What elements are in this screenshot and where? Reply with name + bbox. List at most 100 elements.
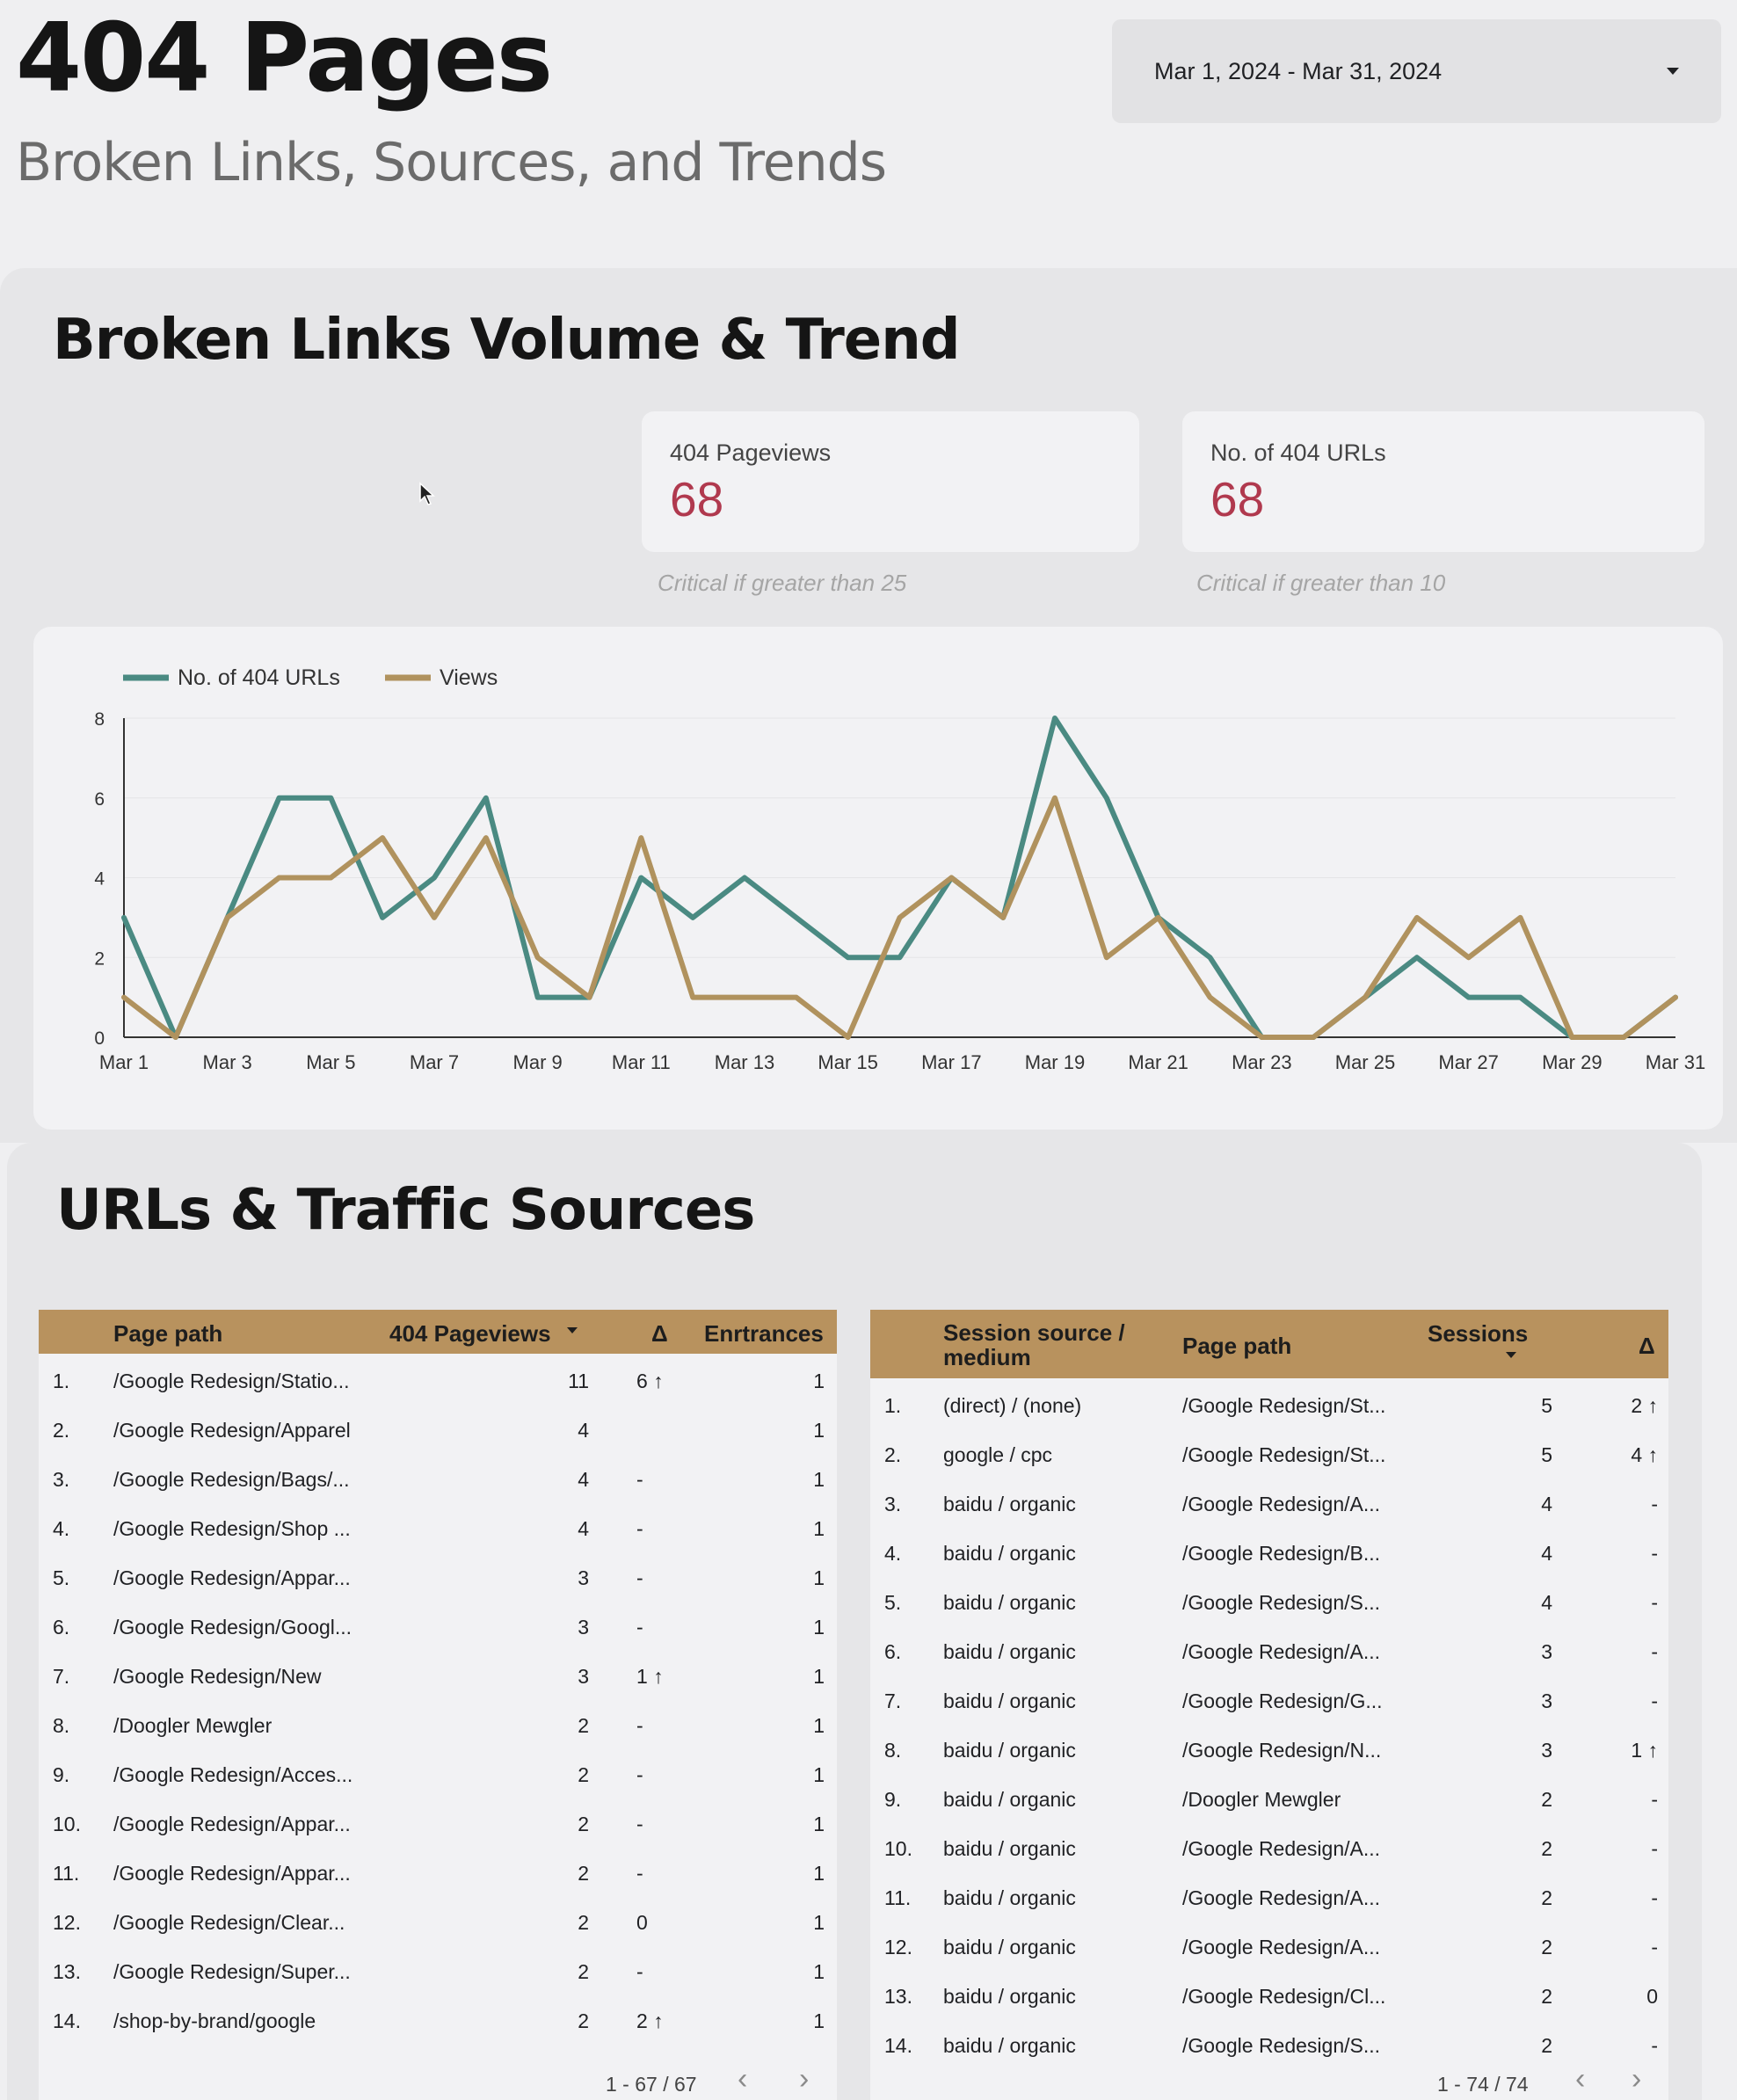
cell-entrances: 1: [813, 1813, 825, 1835]
cell-delta: -: [1651, 1591, 1658, 1614]
table-row[interactable]: 2. google / cpc/Google Redesign/St... 5 4 ↑: [870, 1428, 1668, 1477]
table-row[interactable]: 12. baidu / organic/Google Redesign/A... 2…: [870, 1920, 1668, 1969]
row-index: 10.: [884, 1837, 912, 1860]
cell-pageviews: 3: [578, 1616, 589, 1639]
table-row[interactable]: 10. /Google Redesign/Appar... 2 - 1: [39, 1797, 837, 1846]
table-row[interactable]: 11. baidu / organic/Google Redesign/A... 2…: [870, 1871, 1668, 1920]
cell-pageviews: 11: [568, 1370, 589, 1392]
legend-label: Views: [440, 665, 498, 690]
table-pagination: 1 - 74 / 74: [1437, 2073, 1529, 2096]
cell-sessions: 2: [1541, 1886, 1552, 1909]
cell-delta: 2 ↑: [1631, 1394, 1658, 1417]
cell-sessions: 3: [1541, 1739, 1552, 1762]
col-entrances[interactable]: Enrtrances: [704, 1320, 824, 1347]
date-range-picker[interactable]: Mar 1, 2024 - Mar 31, 2024: [1112, 19, 1721, 123]
table-row[interactable]: 8. /Doogler Mewgler 2 - 1: [39, 1698, 837, 1748]
row-index: 2.: [53, 1419, 70, 1442]
cell-delta: -: [1651, 1640, 1658, 1663]
legend-label: No. of 404 URLs: [178, 665, 340, 690]
cell-source-medium: baidu / organic: [943, 1985, 1076, 2008]
table-row[interactable]: 8. baidu / organic/Google Redesign/N... 3 1…: [870, 1723, 1668, 1772]
cell-page-path: /Google Redesign/G...: [1182, 1689, 1383, 1712]
line-chart: 0 2 4 6 8 Mar 1 Mar 3 Mar 5 Mar 7 Mar 9 Mar 11 Mar …: [94, 665, 1705, 1073]
col-delta[interactable]: Δ: [1639, 1333, 1655, 1359]
row-index: 7.: [884, 1689, 902, 1712]
col-session-source[interactable]: Session source / medium: [943, 1319, 1125, 1370]
table-row[interactable]: 12. /Google Redesign/Clear... 2 0 1: [39, 1895, 837, 1944]
date-range-label: Mar 1, 2024 - Mar 31, 2024: [1154, 57, 1443, 84]
row-index: 4.: [884, 1542, 902, 1565]
cell-delta: -: [636, 1813, 643, 1835]
col-page-path[interactable]: Page path: [1182, 1333, 1292, 1359]
table-row[interactable]: 3. /Google Redesign/Bags/... 4 - 1: [39, 1452, 837, 1501]
table-row[interactable]: 1. /Google Redesign/Statio... 11 6 ↑ 1: [39, 1354, 837, 1403]
kpi-note: Critical if greater than 10: [1196, 570, 1446, 596]
table-row[interactable]: 9. baidu / organic/Doogler Mewgler 2 -: [870, 1772, 1668, 1821]
table-row[interactable]: 4. baidu / organic/Google Redesign/B... 4 -: [870, 1526, 1668, 1575]
cell-page-path: /Google Redesign/Appar...: [113, 1862, 351, 1885]
cell-delta: 1 ↑: [1631, 1739, 1658, 1762]
col-delta[interactable]: Δ: [651, 1320, 668, 1347]
table-row[interactable]: 5. /Google Redesign/Appar... 3 - 1: [39, 1551, 837, 1600]
caret-down-icon: [1667, 68, 1679, 75]
cell-delta: -: [1651, 1936, 1658, 1958]
cell-source-medium: baidu / organic: [943, 1640, 1076, 1663]
x-tick-label: Mar 7: [410, 1051, 459, 1073]
cell-source-medium: baidu / organic: [943, 1591, 1076, 1614]
cell-delta: -: [636, 1763, 643, 1786]
prev-page-button[interactable]: ‹: [1575, 2062, 1586, 2096]
cell-delta: -: [636, 1616, 643, 1639]
cell-page-path: /Google Redesign/B...: [1182, 1542, 1381, 1565]
row-index: 13.: [884, 1985, 912, 2008]
cell-pageviews: 4: [578, 1419, 589, 1442]
table-row[interactable]: 1. (direct) / (none) /Google Redesign/St..…: [870, 1378, 1668, 1428]
col-404-pageviews[interactable]: 404 Pageviews: [389, 1320, 551, 1347]
col-page-path[interactable]: Page path: [113, 1320, 223, 1347]
cell-page-path: /Google Redesign/Bags/...: [113, 1468, 350, 1491]
cell-sessions: 2: [1541, 2034, 1552, 2057]
cell-pageviews: 3: [578, 1665, 589, 1688]
next-page-button[interactable]: ›: [799, 2062, 810, 2096]
cell-page-path: /shop-by-brand/google: [113, 2009, 316, 2032]
cell-source-medium: baidu / organic: [943, 1936, 1076, 1958]
kpi-note: Critical if greater than 25: [658, 570, 907, 596]
next-page-button[interactable]: ›: [1632, 2062, 1642, 2096]
cell-entrances: 1: [813, 1566, 825, 1589]
table-row[interactable]: 4. /Google Redesign/Shop ... 4 - 1: [39, 1501, 837, 1551]
prev-page-button[interactable]: ‹: [738, 2062, 748, 2096]
y-tick-label: 8: [94, 709, 105, 730]
table-404-pages: Page path 404 Pageviews Δ Enrtrances 1. /…: [39, 1310, 837, 2100]
x-tick-label: Mar 27: [1438, 1051, 1498, 1073]
cell-sessions: 2: [1541, 1837, 1552, 1860]
cell-page-path: /Google Redesign/Appar...: [113, 1566, 351, 1589]
table-pagination: 1 - 67 / 67: [606, 2073, 697, 2096]
cell-sessions: 2: [1541, 1985, 1552, 2008]
cell-delta: 4 ↑: [1631, 1443, 1658, 1466]
table-row[interactable]: 6. baidu / organic/Google Redesign/A... 3 -: [870, 1624, 1668, 1674]
col-sessions[interactable]: Sessions: [1428, 1320, 1529, 1347]
cell-entrances: 1: [813, 1665, 825, 1688]
cell-delta: -: [636, 1960, 643, 1983]
table-row[interactable]: 10. baidu / organic/Google Redesign/A... 2…: [870, 1821, 1668, 1871]
table-row[interactable]: 9. /Google Redesign/Acces... 2 - 1: [39, 1748, 837, 1797]
cell-entrances: 1: [813, 1370, 825, 1392]
table-row[interactable]: 3. baidu / organic/Google Redesign/A... 4 -: [870, 1477, 1668, 1526]
table-row[interactable]: 2. /Google Redesign/Apparel 4 1: [39, 1403, 837, 1452]
row-index: 11.: [884, 1886, 912, 1909]
cell-entrances: 1: [813, 1419, 825, 1442]
cell-source-medium: google / cpc: [943, 1443, 1053, 1466]
caret-down-icon: [567, 1327, 578, 1333]
table-row[interactable]: 13. /Google Redesign/Super... 2 - 1: [39, 1944, 837, 1994]
table-row[interactable]: 6. /Google Redesign/Googl... 3 - 1: [39, 1600, 837, 1649]
table-row[interactable]: 5. baidu / organic/Google Redesign/S... 4 -: [870, 1575, 1668, 1624]
table-row[interactable]: 7. baidu / organic/Google Redesign/G... 3 -: [870, 1674, 1668, 1723]
kpi-card-404-urls: No. of 404 URLs 68: [1182, 411, 1704, 552]
table-row[interactable]: 14. /shop-by-brand/google 2 2 ↑ 1: [39, 1994, 837, 2043]
table-row[interactable]: 7. /Google Redesign/New 3 1 ↑ 1: [39, 1649, 837, 1698]
x-tick-label: Mar 19: [1025, 1051, 1085, 1073]
cell-sessions: 3: [1541, 1689, 1552, 1712]
table-row[interactable]: 14. baidu / organic/Google Redesign/S... 2…: [870, 2018, 1668, 2067]
table-row[interactable]: 11. /Google Redesign/Appar... 2 - 1: [39, 1846, 837, 1895]
cell-delta: 0: [636, 1911, 648, 1934]
table-row[interactable]: 13. baidu / organic/Google Redesign/Cl...…: [870, 1969, 1668, 2018]
